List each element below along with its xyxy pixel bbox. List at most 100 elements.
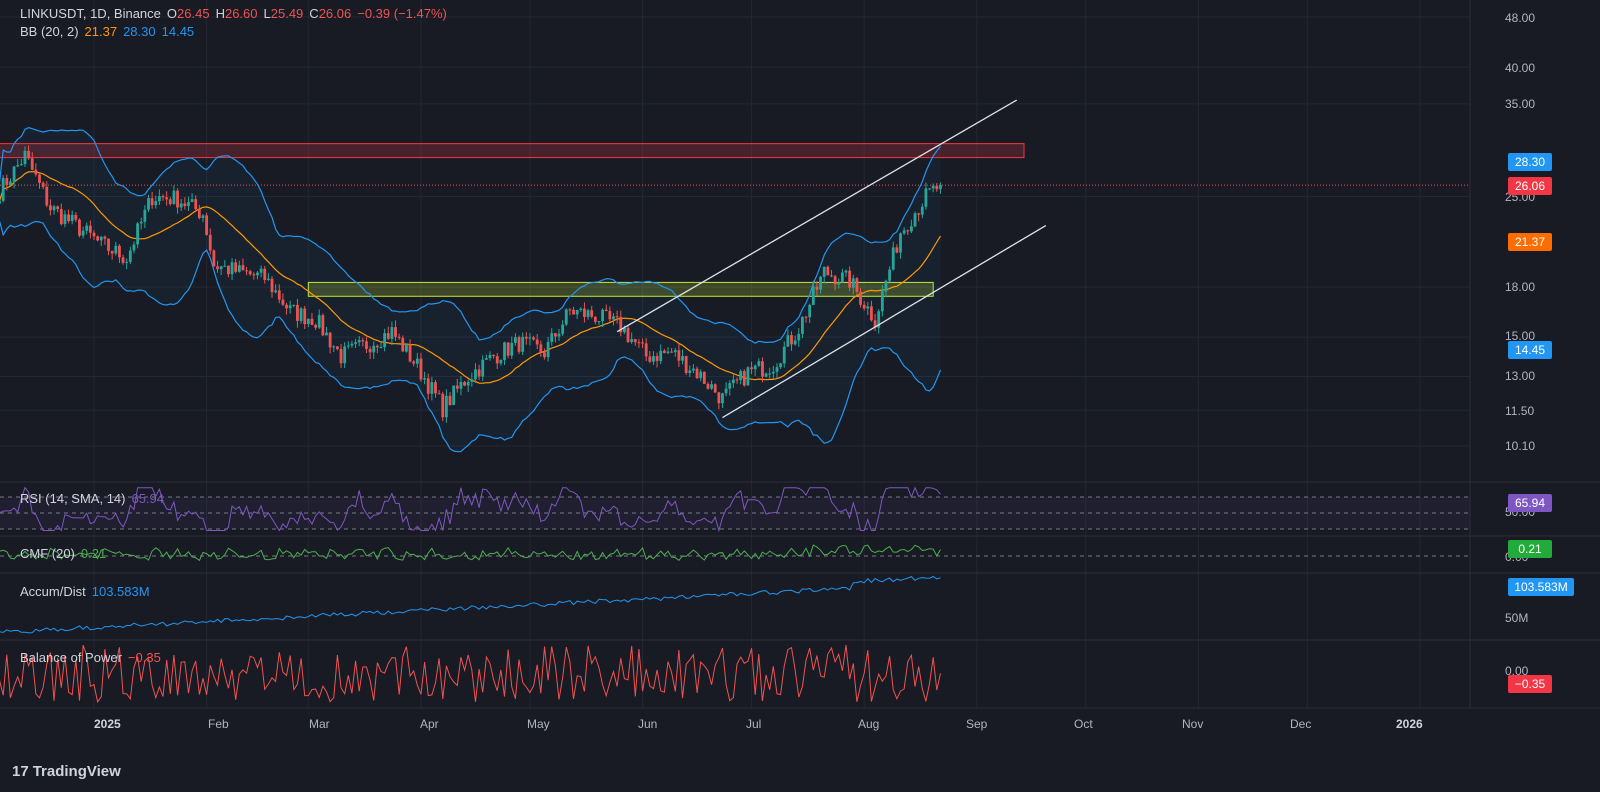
candle-body	[197, 209, 201, 218]
candle-body	[626, 327, 630, 342]
candle-body	[630, 339, 634, 342]
candle-body	[561, 324, 565, 334]
candle-body	[190, 199, 194, 202]
candle-body	[920, 206, 924, 215]
time-tick: Nov	[1182, 717, 1204, 731]
candle-body	[557, 333, 561, 337]
candle-body	[909, 226, 913, 232]
candle-body	[361, 340, 365, 342]
candle-body	[201, 215, 205, 218]
candle-body	[550, 333, 554, 342]
time-tick: Aug	[858, 717, 880, 731]
candle-body	[510, 342, 514, 356]
candle-body	[241, 265, 245, 271]
candle-body	[924, 188, 928, 207]
candle-body	[477, 369, 481, 377]
candle-body	[390, 327, 394, 339]
candle-body	[633, 339, 637, 343]
candle-body	[394, 327, 397, 337]
candle-body	[336, 346, 339, 350]
low-label: L	[263, 6, 271, 21]
candle-body	[808, 304, 812, 318]
candle-body	[263, 268, 267, 280]
candle-body	[753, 365, 757, 370]
candle-body	[139, 221, 143, 224]
candle-body	[121, 257, 125, 263]
tradingview-logo[interactable]: 17 TradingView	[12, 763, 121, 780]
low-value: 25.49	[270, 6, 304, 21]
bollinger-legend[interactable]: BB (20, 2) 21.37 28.30 14.45	[20, 24, 200, 39]
candle-body	[274, 290, 278, 293]
candle-body	[815, 286, 819, 290]
bop-price-label: −0.35	[1508, 675, 1552, 693]
candle-body	[666, 351, 670, 353]
candle-body	[128, 250, 132, 262]
candle-body	[844, 270, 848, 273]
candle-body	[41, 182, 45, 187]
candle-body	[168, 199, 172, 205]
candle-body	[437, 393, 441, 395]
candle-body	[252, 274, 256, 276]
candle-body	[150, 198, 154, 206]
candle-body	[103, 236, 107, 239]
bollinger-fill	[0, 127, 941, 452]
symbol-label[interactable]: LINKUSDT, 1D, Binance	[20, 6, 161, 21]
candle-body	[870, 306, 873, 321]
candle-body	[619, 316, 623, 333]
candle-body	[612, 316, 615, 320]
pane-separators	[0, 0, 1600, 709]
bb-basis-price-label: 21.37	[1508, 233, 1552, 251]
candle-body	[873, 320, 877, 328]
candle-body	[30, 158, 34, 170]
ohlc-legend[interactable]: LINKUSDT, 1D, Binance O26.45 H26.60 L25.49 C…	[20, 6, 453, 21]
candle-body	[372, 345, 376, 353]
candle-body	[623, 327, 626, 333]
candle-body	[292, 304, 296, 306]
bb-lower-value: 14.45	[161, 24, 195, 39]
rsi-legend[interactable]: RSI (14, SMA, 14) 65.94	[20, 491, 170, 506]
candle-body	[212, 250, 216, 267]
candle-body	[354, 342, 357, 344]
candle-body	[474, 369, 477, 380]
grid	[0, 0, 1470, 708]
open-value: 26.45	[177, 6, 210, 21]
candle-body	[56, 206, 60, 210]
candle-body	[702, 371, 706, 384]
candle-body	[586, 310, 590, 317]
candle-body	[219, 266, 223, 270]
candle-body	[463, 382, 466, 386]
trendlines[interactable]	[616, 99, 1047, 419]
candle-body	[583, 308, 586, 317]
candle-body	[935, 185, 939, 190]
cmf-legend[interactable]: CMF (20) 0.21	[20, 546, 112, 561]
candle-body	[187, 201, 190, 207]
candle-body	[303, 308, 307, 325]
candle-body	[125, 261, 129, 263]
price-tick: 15.00	[1505, 329, 1536, 343]
candle-body	[346, 345, 350, 347]
bop-legend[interactable]: Balance of Power −0.35	[20, 650, 167, 665]
candle-body	[564, 309, 568, 325]
ad-legend[interactable]: Accum/Dist 103.583M	[20, 584, 156, 599]
candle-body	[692, 368, 695, 371]
time-tick: Oct	[1074, 717, 1093, 731]
candle-body	[470, 379, 474, 382]
candle-body	[285, 304, 288, 309]
bollinger-upper-line	[0, 126, 941, 344]
rsi-value: 65.94	[131, 491, 165, 506]
candle-body	[179, 203, 183, 208]
candle-body	[928, 188, 931, 190]
candle-body	[790, 335, 793, 345]
candle-body	[339, 349, 343, 364]
candle-body	[742, 371, 746, 386]
candle-body	[328, 332, 332, 348]
candle-body	[448, 395, 452, 406]
candle-body	[648, 356, 652, 362]
candle-body	[455, 385, 459, 389]
candle-body	[506, 342, 510, 356]
candle-body	[357, 340, 361, 343]
candle-body	[368, 348, 372, 353]
candle-body	[779, 363, 783, 368]
